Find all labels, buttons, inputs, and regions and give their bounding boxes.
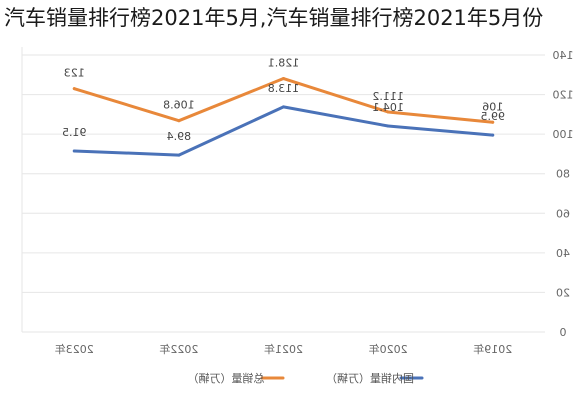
x-tick-label: 2019年 xyxy=(473,342,512,356)
y-tick-label: 60 xyxy=(556,207,570,220)
data-label: 113.8 xyxy=(268,82,300,95)
y-tick-label: 140 xyxy=(553,49,574,62)
legend-label: 总销量（万辆） xyxy=(188,371,265,385)
x-tick-label: 2020年 xyxy=(369,342,408,356)
data-label: 128.1 xyxy=(268,57,300,70)
y-tick-label: 0 xyxy=(560,326,567,339)
y-tick-label: 100 xyxy=(553,128,574,141)
data-label: 106.8 xyxy=(163,99,195,112)
data-label: 91.5 xyxy=(62,126,87,139)
series-line-1 xyxy=(72,105,495,157)
data-label: 89.4 xyxy=(167,130,192,143)
data-label: 99.5 xyxy=(480,110,505,123)
y-tick-label: 120 xyxy=(553,89,574,102)
y-tick-label: 80 xyxy=(556,168,570,181)
series-point xyxy=(72,87,76,91)
grid-lines xyxy=(21,47,545,333)
series-point xyxy=(386,110,390,114)
x-tick-label: 2023年 xyxy=(55,342,94,356)
series-point xyxy=(282,105,285,109)
legend: 总销量（万辆） 国内销量（万辆） xyxy=(188,371,424,385)
y-tick-label: 20 xyxy=(556,286,570,299)
x-tick-label: 2021年 xyxy=(264,342,303,356)
page-caption: 汽车销量排行榜2021年5月,汽车销量排行榜2021年5月份 xyxy=(4,6,544,30)
series-point xyxy=(386,124,390,128)
x-axis-ticks: 2023年 2022年 2021年 2020年 2019年 xyxy=(55,342,512,356)
series-layer xyxy=(72,77,495,157)
data-label: 123 xyxy=(64,67,85,80)
series-point xyxy=(282,77,285,81)
series-point xyxy=(177,153,181,157)
series-point xyxy=(491,120,495,124)
data-label: 104.1 xyxy=(372,101,404,114)
y-tick-label: 40 xyxy=(556,247,570,260)
x-tick-label: 2022年 xyxy=(159,342,198,356)
series-point xyxy=(491,133,495,137)
legend-label: 国内销量（万辆） xyxy=(326,371,414,385)
data-label: 111.2 xyxy=(372,90,404,103)
series-point xyxy=(177,119,181,123)
data-label: 106 xyxy=(482,100,503,113)
data-labels: 123 106.8 128.1 111.2 106 91.5 89.4 113.8 104.1 9… xyxy=(62,57,505,144)
series-point xyxy=(72,149,76,153)
y-axis-ticks: 0 20 40 60 80 100 120 140 xyxy=(553,49,574,339)
